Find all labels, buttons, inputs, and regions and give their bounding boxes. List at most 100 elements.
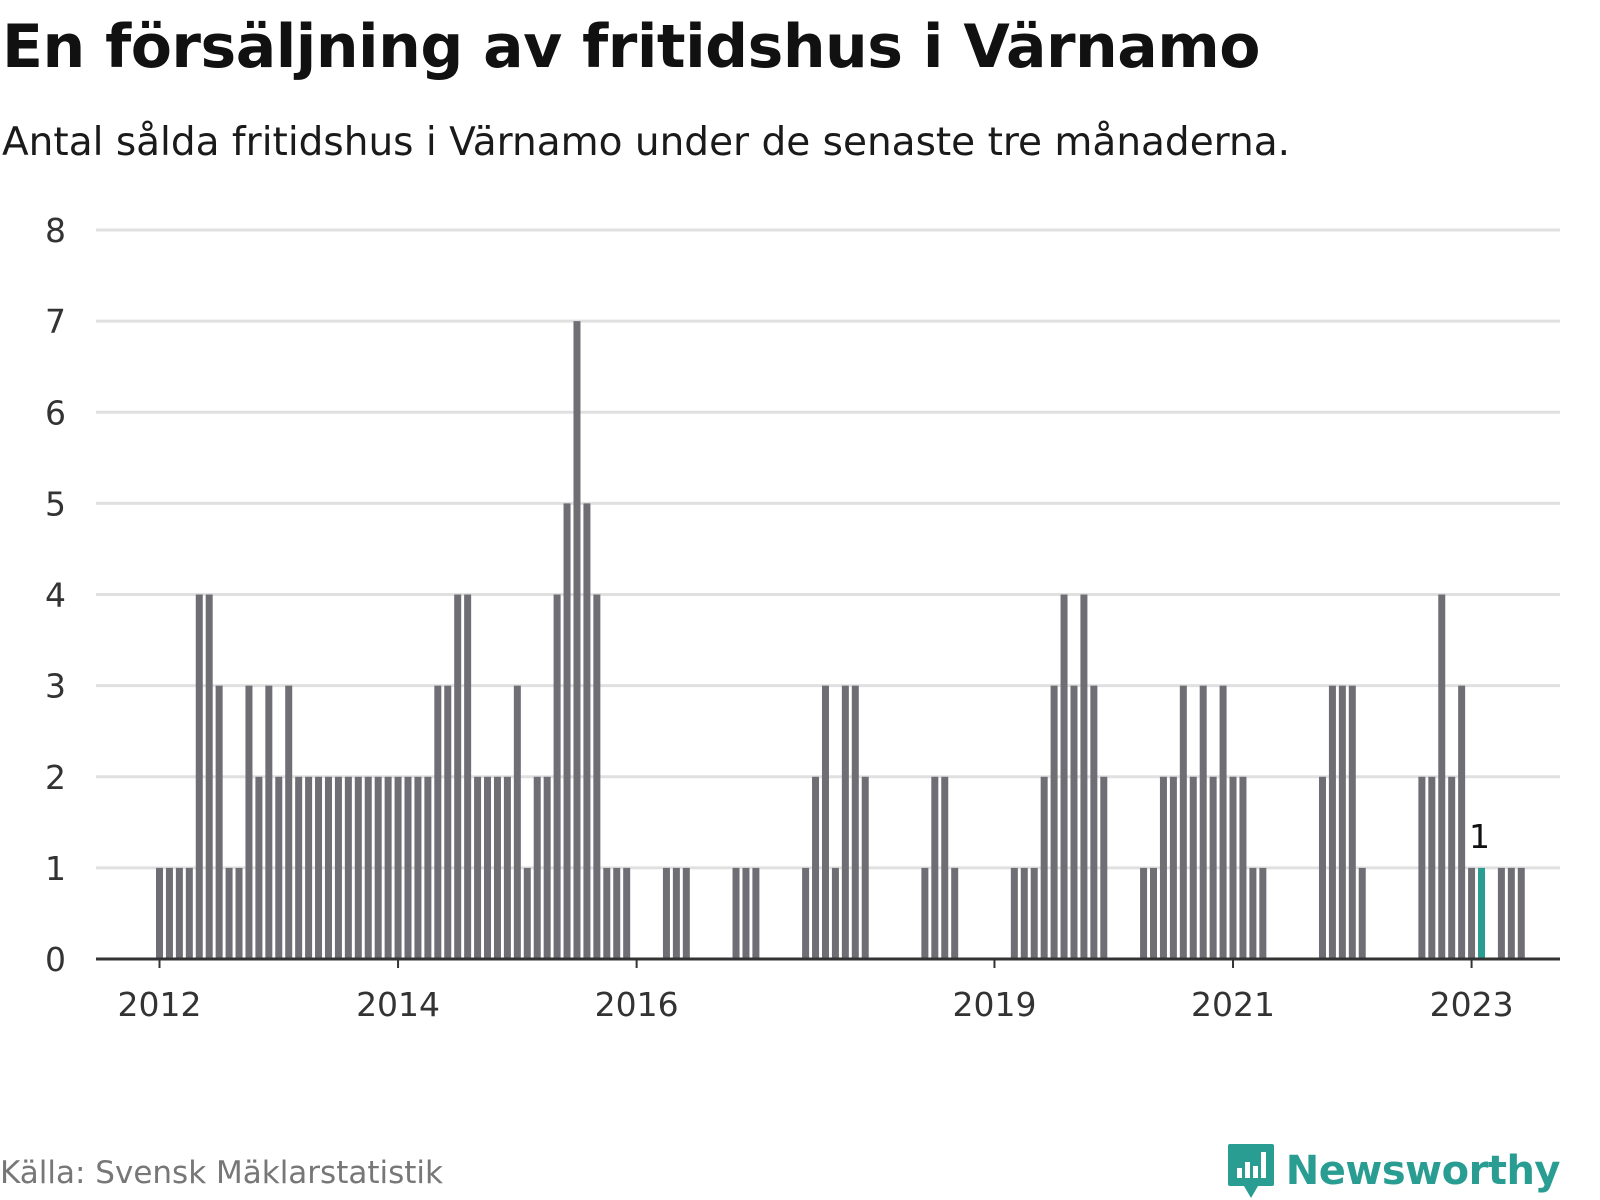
bar xyxy=(1507,867,1515,960)
y-tick-label: 1 xyxy=(45,849,66,888)
x-tick-label: 2021 xyxy=(1191,985,1275,1024)
bar xyxy=(275,776,283,959)
bar xyxy=(1080,594,1088,959)
bar xyxy=(1070,685,1078,960)
x-tick-label: 2019 xyxy=(952,985,1036,1024)
bar xyxy=(165,867,173,960)
bar xyxy=(1050,685,1058,960)
bar xyxy=(861,776,869,959)
chart-subtitle: Antal sålda fritidshus i Värnamo under d… xyxy=(2,120,1291,165)
bar xyxy=(1020,867,1028,960)
bar xyxy=(444,685,452,960)
bar xyxy=(185,867,193,960)
bar xyxy=(1060,594,1068,959)
bar xyxy=(1468,867,1476,960)
bar xyxy=(1517,867,1525,960)
bar xyxy=(484,776,492,959)
bar xyxy=(225,867,233,960)
bar xyxy=(812,776,820,959)
bar xyxy=(315,776,323,959)
bar xyxy=(205,594,213,959)
bar xyxy=(1179,685,1187,960)
x-axis-labels: 2012 2014 2016 2019 2021 2023 xyxy=(118,985,1514,1024)
bar xyxy=(364,776,372,959)
bar xyxy=(1478,867,1486,960)
bar xyxy=(662,867,670,960)
bar xyxy=(493,776,501,959)
bar xyxy=(752,867,760,960)
bar xyxy=(1458,685,1466,960)
bar xyxy=(324,776,332,959)
bar xyxy=(195,594,203,959)
bar xyxy=(1010,867,1018,960)
bar xyxy=(474,776,482,959)
y-tick-label: 5 xyxy=(45,484,66,523)
y-axis-labels: 0 1 2 3 4 5 6 7 8 xyxy=(45,211,66,979)
bars xyxy=(156,321,1525,960)
bar xyxy=(1348,685,1356,960)
bar xyxy=(414,776,422,959)
bar xyxy=(821,685,829,960)
bar xyxy=(523,867,531,960)
x-tick-label: 2023 xyxy=(1430,985,1514,1024)
bar xyxy=(334,776,342,959)
bar xyxy=(553,594,561,959)
bar xyxy=(215,685,223,960)
bar xyxy=(404,776,412,959)
bar xyxy=(1318,776,1326,959)
bar xyxy=(295,776,303,959)
bar xyxy=(1030,867,1038,960)
chart-title: En försäljning av fritidshus i Värnamo xyxy=(2,12,1261,82)
bar xyxy=(1428,776,1436,959)
bar xyxy=(672,867,680,960)
bar xyxy=(563,503,571,960)
bar xyxy=(1100,776,1108,959)
x-axis xyxy=(96,957,1560,968)
bar xyxy=(533,776,541,959)
source-note: Källa: Svensk Mäklarstatistik xyxy=(0,1155,443,1191)
bar xyxy=(921,867,929,960)
bar xyxy=(1150,867,1157,960)
bar xyxy=(941,776,949,959)
bar xyxy=(603,867,611,960)
brand[interactable]: Newsworthy xyxy=(1226,1142,1561,1200)
y-tick-label: 0 xyxy=(45,940,66,979)
bar xyxy=(434,685,442,960)
bar xyxy=(513,685,521,960)
bar-chart: 0 1 2 3 4 5 6 7 8 2012 2014 2016 2019 2021 2023 1 xyxy=(45,211,1560,1024)
bar xyxy=(1189,776,1197,959)
bar xyxy=(1169,776,1177,959)
bar xyxy=(1229,776,1237,959)
bar xyxy=(1249,867,1257,960)
bar xyxy=(305,776,313,959)
bar xyxy=(503,776,511,959)
bar xyxy=(1159,776,1167,959)
bar xyxy=(841,685,849,960)
bar xyxy=(354,776,362,959)
bar xyxy=(1497,867,1505,960)
bar xyxy=(344,776,352,959)
bar xyxy=(1438,594,1446,959)
bar xyxy=(931,776,939,959)
x-tick-label: 2012 xyxy=(118,985,202,1024)
bar xyxy=(424,776,432,959)
x-tick-label: 2014 xyxy=(356,985,440,1024)
bar xyxy=(464,594,472,959)
bar xyxy=(394,776,402,959)
bar xyxy=(245,685,253,960)
bar xyxy=(543,776,551,959)
bar xyxy=(951,867,959,960)
bar xyxy=(851,685,859,960)
bar xyxy=(1199,685,1207,960)
bar xyxy=(1448,776,1456,959)
y-tick-label: 4 xyxy=(45,576,66,615)
annotations: 1 xyxy=(1469,817,1490,856)
bar xyxy=(1219,685,1227,960)
bar xyxy=(384,776,392,959)
bar xyxy=(454,594,462,959)
bar xyxy=(1090,685,1098,960)
bar xyxy=(175,867,183,960)
bar xyxy=(1418,776,1426,959)
bar xyxy=(613,867,621,960)
y-tick-label: 3 xyxy=(45,667,66,706)
